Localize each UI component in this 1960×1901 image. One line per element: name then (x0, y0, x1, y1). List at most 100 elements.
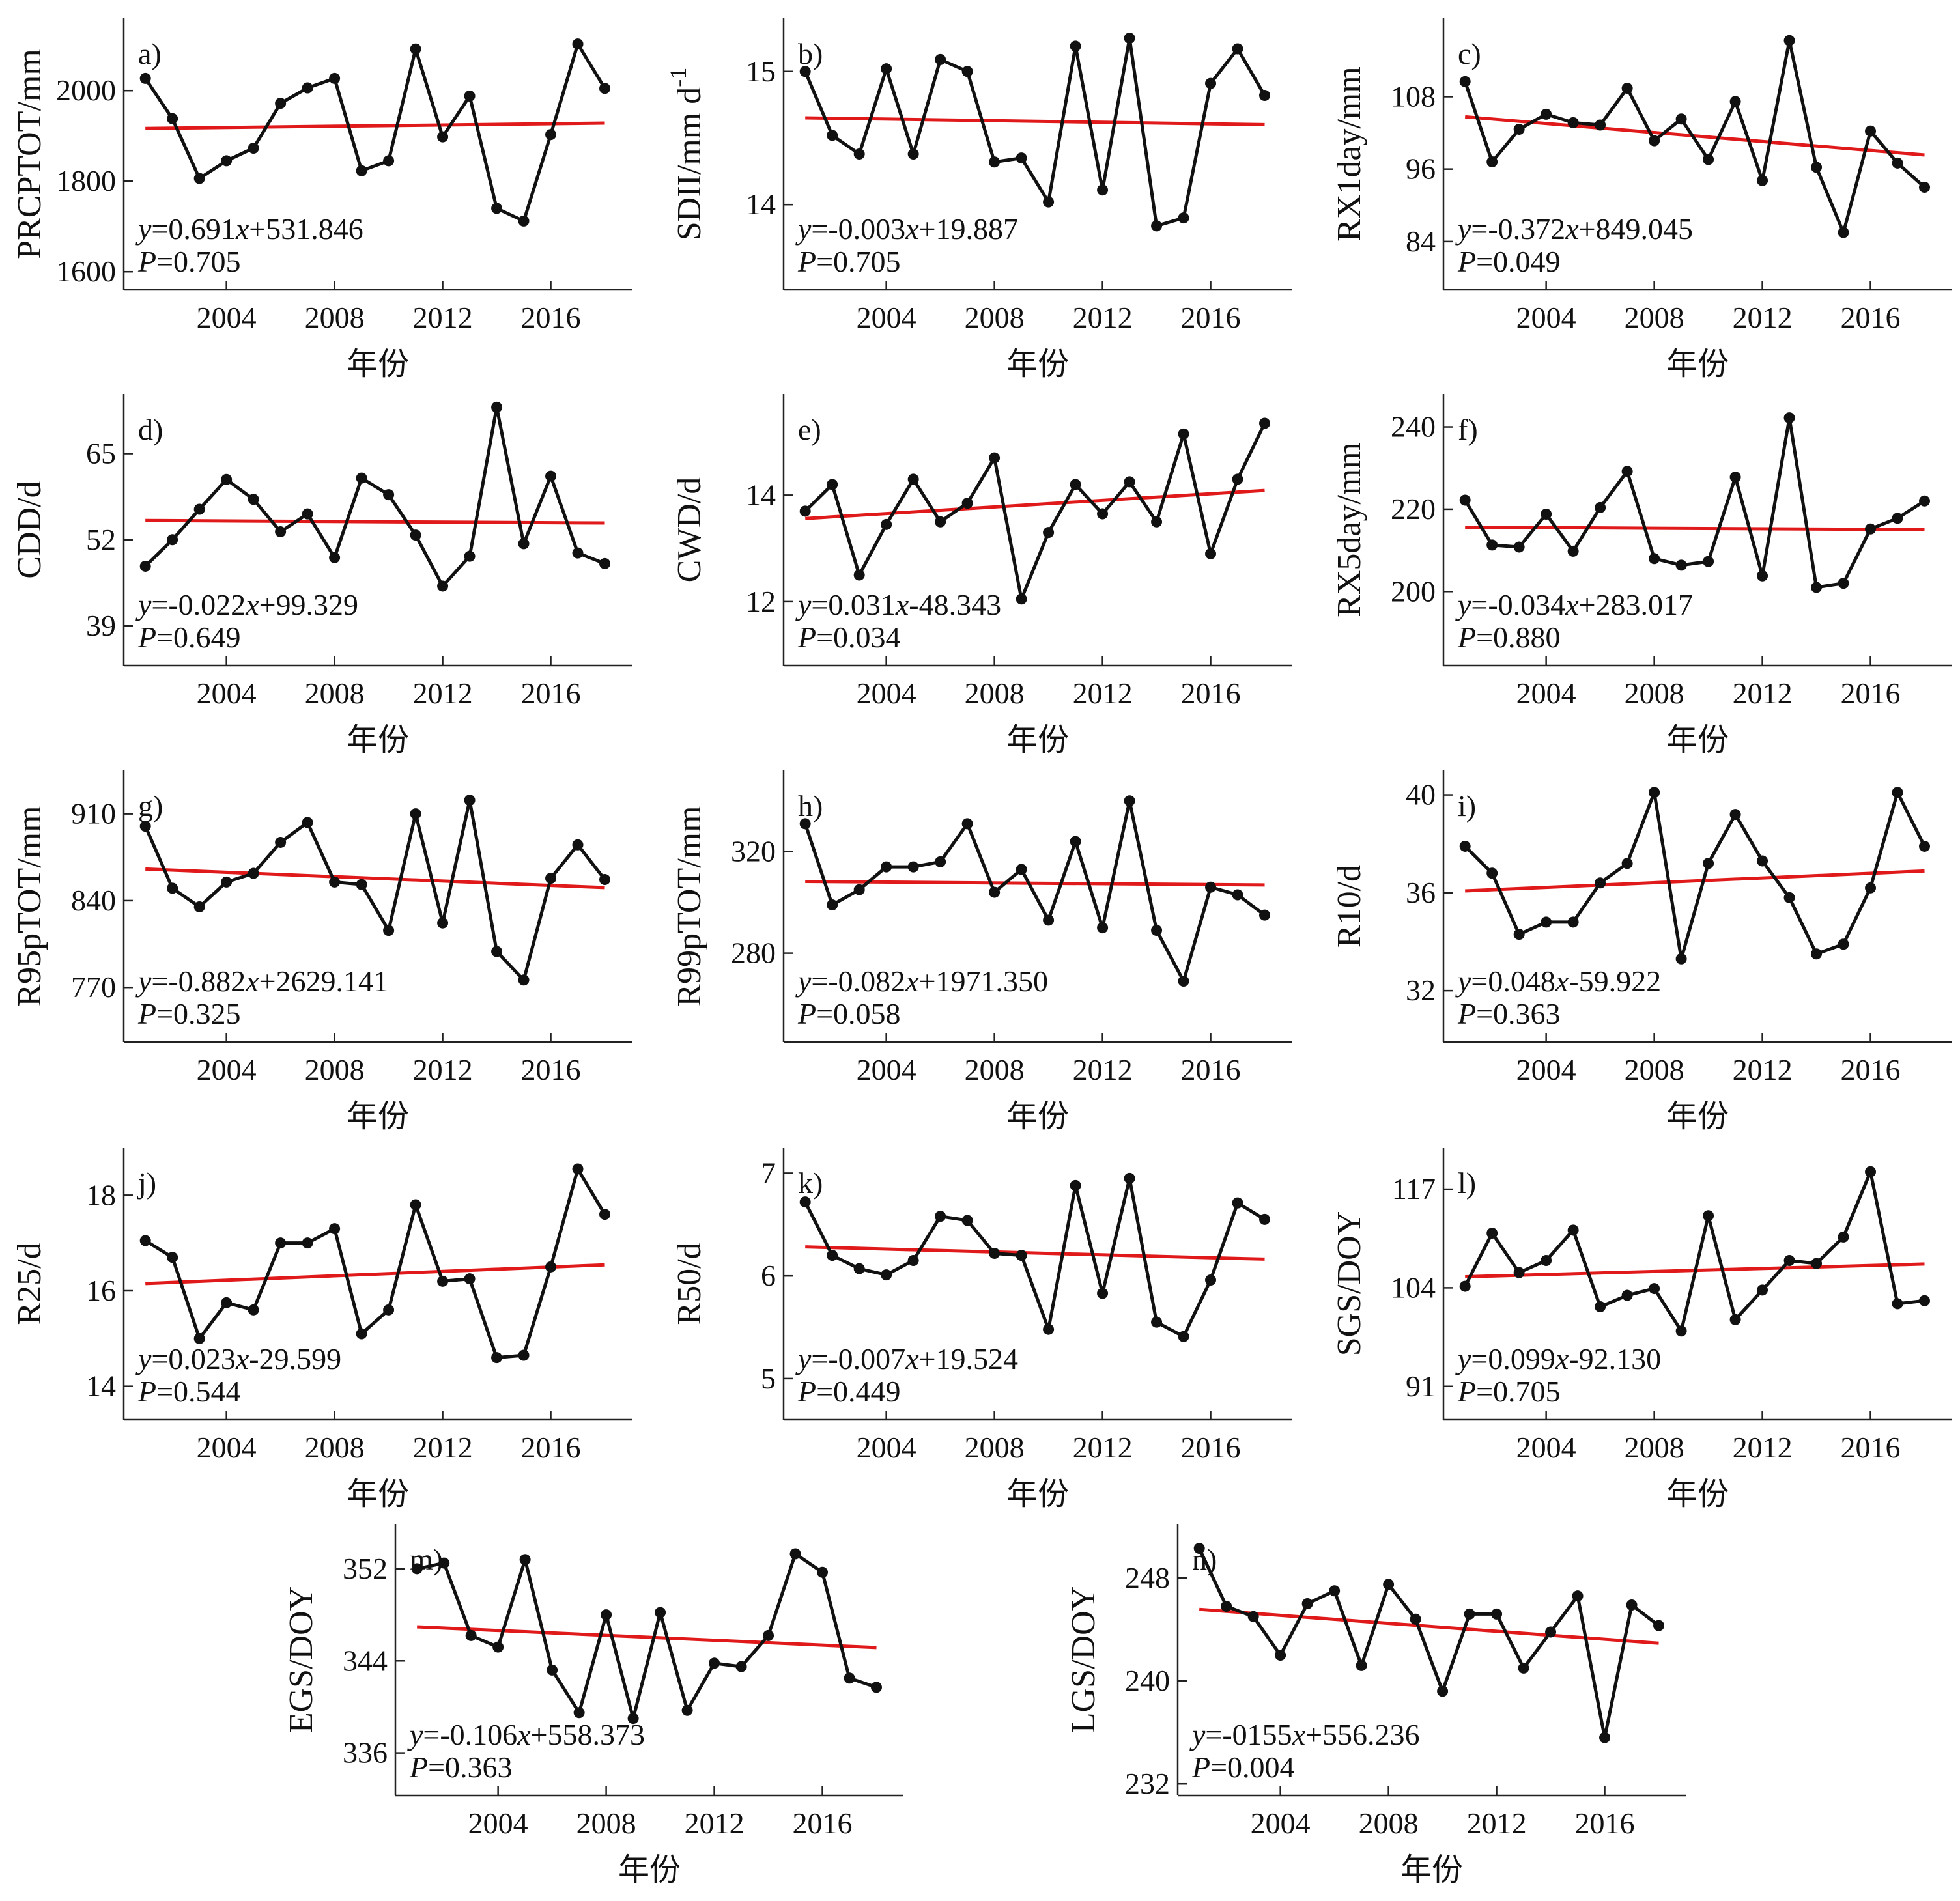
data-point (193, 173, 205, 184)
data-point (1356, 1659, 1367, 1671)
data-point (410, 808, 421, 820)
x-axis-label: 年份 (1006, 1477, 1069, 1512)
data-point (871, 1682, 883, 1693)
x-tick-label: 2008 (305, 1053, 365, 1086)
x-tick-label: 2012 (413, 1053, 473, 1086)
data-point (1205, 1274, 1217, 1286)
y-tick-label: 36 (1406, 876, 1436, 909)
equation-slope: =-0.082 (811, 965, 905, 998)
x-tick-label: 2016 (1841, 1053, 1901, 1086)
y-axis-label: SGS/DOY (1331, 1211, 1368, 1357)
panel-letter: c) (1458, 37, 1481, 70)
panel-letter: g) (138, 789, 163, 823)
equation-x: x (905, 1342, 919, 1375)
data-point (275, 836, 287, 848)
data-point (302, 1237, 313, 1249)
data-point (1043, 196, 1055, 208)
data-point (275, 526, 287, 538)
data-point (989, 156, 1001, 168)
data-point (1464, 1608, 1475, 1620)
data-point (1070, 836, 1081, 847)
data-point (1043, 1323, 1055, 1335)
data-point (1811, 582, 1823, 593)
equation-slope: =-0.106 (423, 1718, 517, 1751)
data-point (1232, 473, 1243, 485)
data-point (383, 155, 395, 167)
x-tick-label: 2004 (1516, 1431, 1576, 1464)
data-point (789, 1548, 801, 1560)
x-tick-label: 2008 (1625, 1053, 1684, 1086)
data-point (356, 879, 367, 890)
x-tick-label: 2016 (521, 1431, 581, 1464)
p-symbol: P (1191, 1751, 1210, 1784)
data-point (1070, 40, 1081, 52)
panel-letter: b) (798, 37, 823, 70)
y-tick-label: 65 (86, 437, 116, 470)
data-point (275, 98, 287, 109)
data-point (1729, 1314, 1741, 1325)
data-point (1097, 922, 1109, 934)
trend-line (145, 518, 605, 525)
equation-intercept: +556.236 (1305, 1718, 1419, 1751)
equation-x: x (245, 588, 259, 621)
series-line (143, 798, 606, 982)
data-point (1205, 548, 1217, 559)
y-tick-label: 220 (1391, 492, 1436, 526)
data-point (1178, 428, 1189, 440)
x-tick-label: 2012 (1733, 301, 1793, 334)
data-point (881, 518, 892, 530)
y-tick-label: 14 (746, 188, 776, 221)
y-tick-label: 40 (1406, 778, 1436, 811)
x-tick-label: 2012 (1073, 1431, 1133, 1464)
data-point (1016, 864, 1027, 875)
data-point (1097, 1288, 1109, 1299)
data-point (1838, 227, 1849, 238)
data-point (1783, 1254, 1795, 1266)
p-symbol: P (797, 997, 816, 1030)
equation-x: x (1292, 1718, 1306, 1751)
data-point (1513, 124, 1525, 135)
trend-line (145, 867, 605, 890)
data-point (1518, 1662, 1529, 1674)
data-point (572, 38, 584, 50)
p-value: P=0.649 (137, 621, 241, 654)
data-point (193, 503, 205, 515)
equation-y: y (135, 965, 152, 998)
data-point (1757, 1284, 1768, 1296)
y-tick-label: 910 (71, 797, 116, 830)
data-point (1221, 1600, 1232, 1612)
equation-intercept: +849.045 (1579, 212, 1693, 246)
data-point (881, 861, 892, 873)
trend-line (805, 488, 1265, 520)
panel-g: 770 840 910 2004 2008 2012 2016 年份 R95pTOT/mm g) y… (11, 770, 632, 1134)
p-symbol: P (409, 1751, 428, 1784)
p-symbol: P (797, 245, 816, 278)
equation-x: x (245, 965, 259, 998)
data-point (799, 66, 811, 77)
data-point (1541, 916, 1552, 928)
data-point (881, 1269, 892, 1281)
y-axis-label-text: R25/d (11, 1242, 48, 1325)
data-point (221, 155, 233, 167)
trend-line (805, 1245, 1265, 1261)
x-tick-label: 2016 (521, 677, 581, 710)
data-point (518, 215, 530, 227)
equation-x: x (1565, 212, 1579, 246)
x-tick-label: 2008 (965, 1053, 1025, 1086)
data-point (383, 1304, 395, 1316)
equation-intercept: +1971.350 (919, 965, 1048, 998)
p-symbol: P (797, 1375, 816, 1408)
y-axis-label: SDII/mm d-1 (665, 68, 708, 240)
data-point (1621, 858, 1633, 869)
data-point (1459, 840, 1471, 852)
data-point (1232, 1197, 1243, 1209)
trend-line (805, 116, 1265, 126)
p-number: =0.544 (156, 1375, 240, 1408)
x-tick-label: 2016 (1181, 1431, 1241, 1464)
p-value: P=0.880 (1457, 621, 1561, 654)
data-point (491, 946, 503, 957)
data-point (1595, 119, 1606, 131)
data-point (545, 1261, 557, 1273)
data-point (1491, 1608, 1503, 1620)
data-point (1247, 1611, 1259, 1622)
